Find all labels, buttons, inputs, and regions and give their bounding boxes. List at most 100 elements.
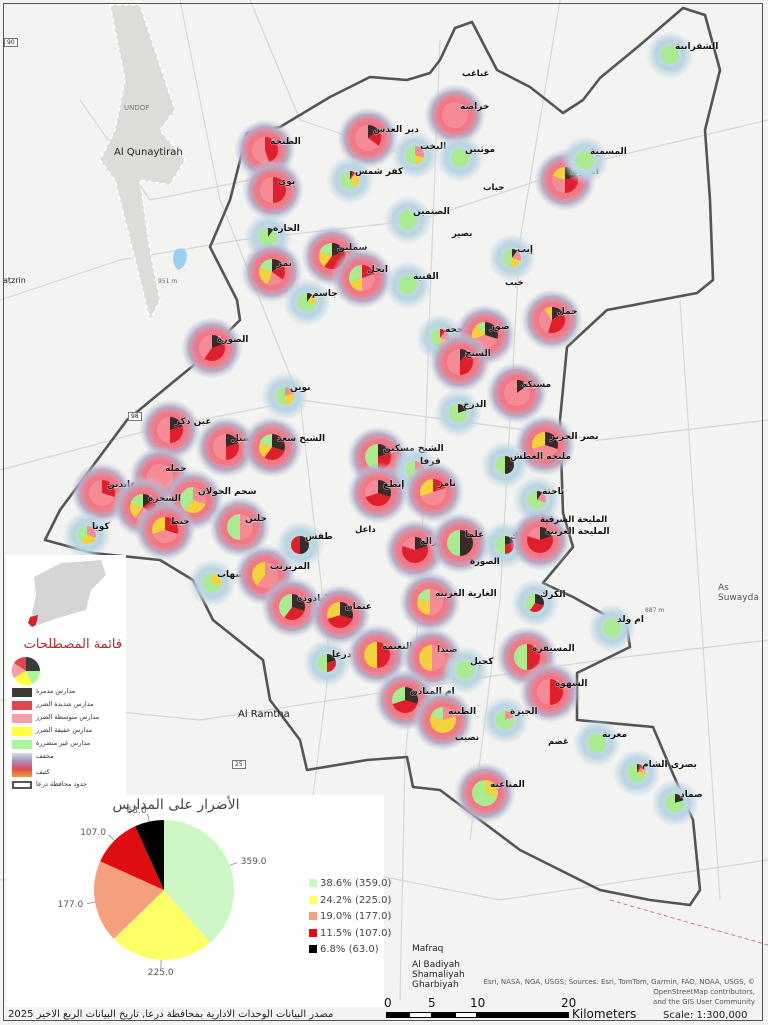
marker-pie-slice [213, 434, 226, 460]
marker-pie-slice [259, 434, 272, 447]
school-marker[interactable]: الصورة [181, 317, 249, 379]
marker-label: صماد [680, 790, 703, 800]
school-marker[interactable]: نوى [242, 159, 304, 221]
marker-pie-slice [272, 264, 285, 280]
school-marker[interactable]: إيب [488, 234, 536, 282]
marker-pie-slice [87, 526, 96, 538]
school-marker[interactable]: جاسم [283, 278, 338, 326]
marker-pie-slice [449, 404, 468, 423]
marker-label: الطيبة [448, 707, 476, 717]
marker-pie-slice [226, 442, 240, 460]
chart-legend-item: 19.0% (177.0) [309, 911, 391, 928]
school-marker[interactable]: بصرى الشام [613, 749, 697, 797]
pie-data-label: 107.0 [80, 828, 106, 838]
marker-pie-slice [440, 329, 446, 338]
marker-pie-slice [260, 177, 273, 203]
school-damage-pie-chart: الأضرار على المدارس 359.0 225.0 177.0 107.0… [6, 795, 391, 1007]
school-marker[interactable]: الشيخ [429, 331, 491, 393]
school-marker[interactable]: المسمية [561, 136, 627, 184]
school-marker[interactable]: مليحة العطش [481, 441, 571, 489]
school-marker[interactable]: انخل [331, 247, 393, 309]
school-marker[interactable]: الشقرانية [646, 31, 719, 79]
marker-label: حيط [170, 517, 190, 527]
school-marker[interactable]: علما [429, 512, 491, 574]
marker-pie-slice [89, 480, 115, 507]
school-marker[interactable]: جلين [209, 496, 271, 558]
marker-label: الجيزة [510, 707, 538, 717]
marker-pie-slice [341, 171, 356, 190]
lake [173, 248, 187, 270]
marker-pie-slice [240, 514, 253, 540]
legend-pie-icon [11, 656, 41, 686]
school-marker[interactable]: دير العدس [337, 107, 420, 169]
marker-pie-slice [419, 645, 432, 671]
marker-pie-slice [257, 562, 278, 588]
school-marker[interactable]: الدرج [434, 389, 487, 437]
school-marker[interactable]: نمر [241, 241, 303, 303]
marker-pie-slice [477, 322, 485, 335]
school-marker[interactable]: مسيكة [486, 362, 551, 424]
marker-pie-slice [327, 660, 336, 672]
marker-pie-slice [399, 211, 417, 229]
legend-swatch [12, 727, 32, 736]
marker-pie-slice [527, 644, 540, 670]
marker-label: الحارة [273, 224, 300, 234]
marker-pie-slice [259, 267, 272, 285]
marker-pie-slice [517, 380, 528, 393]
marker-pie-slice [539, 309, 552, 333]
marker-pie-slice [368, 125, 379, 138]
marker-pie-slice [472, 780, 498, 807]
school-marker[interactable]: حيط [134, 499, 196, 561]
school-marker[interactable]: درعا [303, 639, 352, 687]
school-marker[interactable]: كحيل [441, 646, 494, 694]
marker-pie-slice [512, 258, 521, 267]
school-marker[interactable]: نوين [261, 372, 311, 420]
school-marker[interactable]: الجيزة [481, 696, 538, 744]
map-attribution: Esri, NASA, NGA, USGS; Sources: Esri, To… [483, 978, 755, 1006]
legend-panel: قائمة المصطلحات مدارس مدمرة مدارس شديدة … [6, 555, 126, 795]
marker-pie-slice [349, 265, 362, 283]
school-marker[interactable]: المليحة الغربية [509, 509, 610, 571]
marker-pie-slice [340, 602, 353, 620]
school-marker[interactable]: كفر شمس [326, 156, 404, 204]
school-marker[interactable]: موثبين [436, 134, 495, 182]
school-marker[interactable]: كويا [63, 511, 111, 559]
marker-pie-slice [512, 250, 522, 261]
marker-pie-slice [532, 445, 558, 458]
school-marker[interactable]: الصنمين [384, 196, 450, 244]
pie-data-label: 63.0 [127, 806, 147, 816]
school-marker[interactable]: المتاعية [454, 762, 525, 824]
marker-pie-slice [637, 770, 647, 776]
school-marker[interactable]: الطيبة [412, 689, 476, 751]
legend-item-light: مدارس خفيفة الضرر [12, 726, 124, 738]
marker-pie-slice [552, 167, 565, 180]
school-marker[interactable]: صماد [651, 779, 703, 827]
marker-label: نمر [276, 259, 292, 269]
school-marker[interactable]: عتمان [309, 584, 372, 646]
school-marker[interactable]: النعيمة [346, 624, 413, 686]
marker-pie-slice [226, 434, 239, 447]
school-marker[interactable]: خراصة [424, 84, 490, 146]
school-marker[interactable]: ام ولد [588, 604, 644, 652]
marker-pie-slice [259, 442, 272, 458]
marker-label: كفر شمس [355, 167, 404, 177]
scale-tick-5: 5 [428, 996, 436, 1010]
marker-pie-slice [406, 146, 415, 164]
school-marker[interactable]: معربة [573, 719, 627, 767]
marker-pie-slice [637, 764, 643, 773]
school-marker[interactable]: جمل [521, 289, 583, 351]
school-marker[interactable]: القنية [384, 261, 439, 309]
school-marker[interactable]: عين ذكر [139, 399, 212, 461]
school-marker[interactable]: نامر [402, 461, 464, 523]
legend-swatch [12, 740, 32, 749]
marker-pie-slice [365, 493, 391, 506]
school-marker[interactable]: الشيخ سعد [241, 416, 325, 478]
school-marker[interactable]: السهوة [519, 661, 588, 723]
marker-pie-slice [420, 487, 446, 505]
school-marker[interactable]: بصر الحرير [514, 414, 599, 476]
marker-label: كويا [92, 522, 110, 532]
scale-unit: Kilometers [572, 1007, 637, 1021]
school-marker[interactable]: الغارية الغربية [399, 571, 497, 633]
school-marker[interactable]: إبطع [347, 462, 409, 524]
school-marker[interactable]: الكرك [511, 579, 566, 627]
